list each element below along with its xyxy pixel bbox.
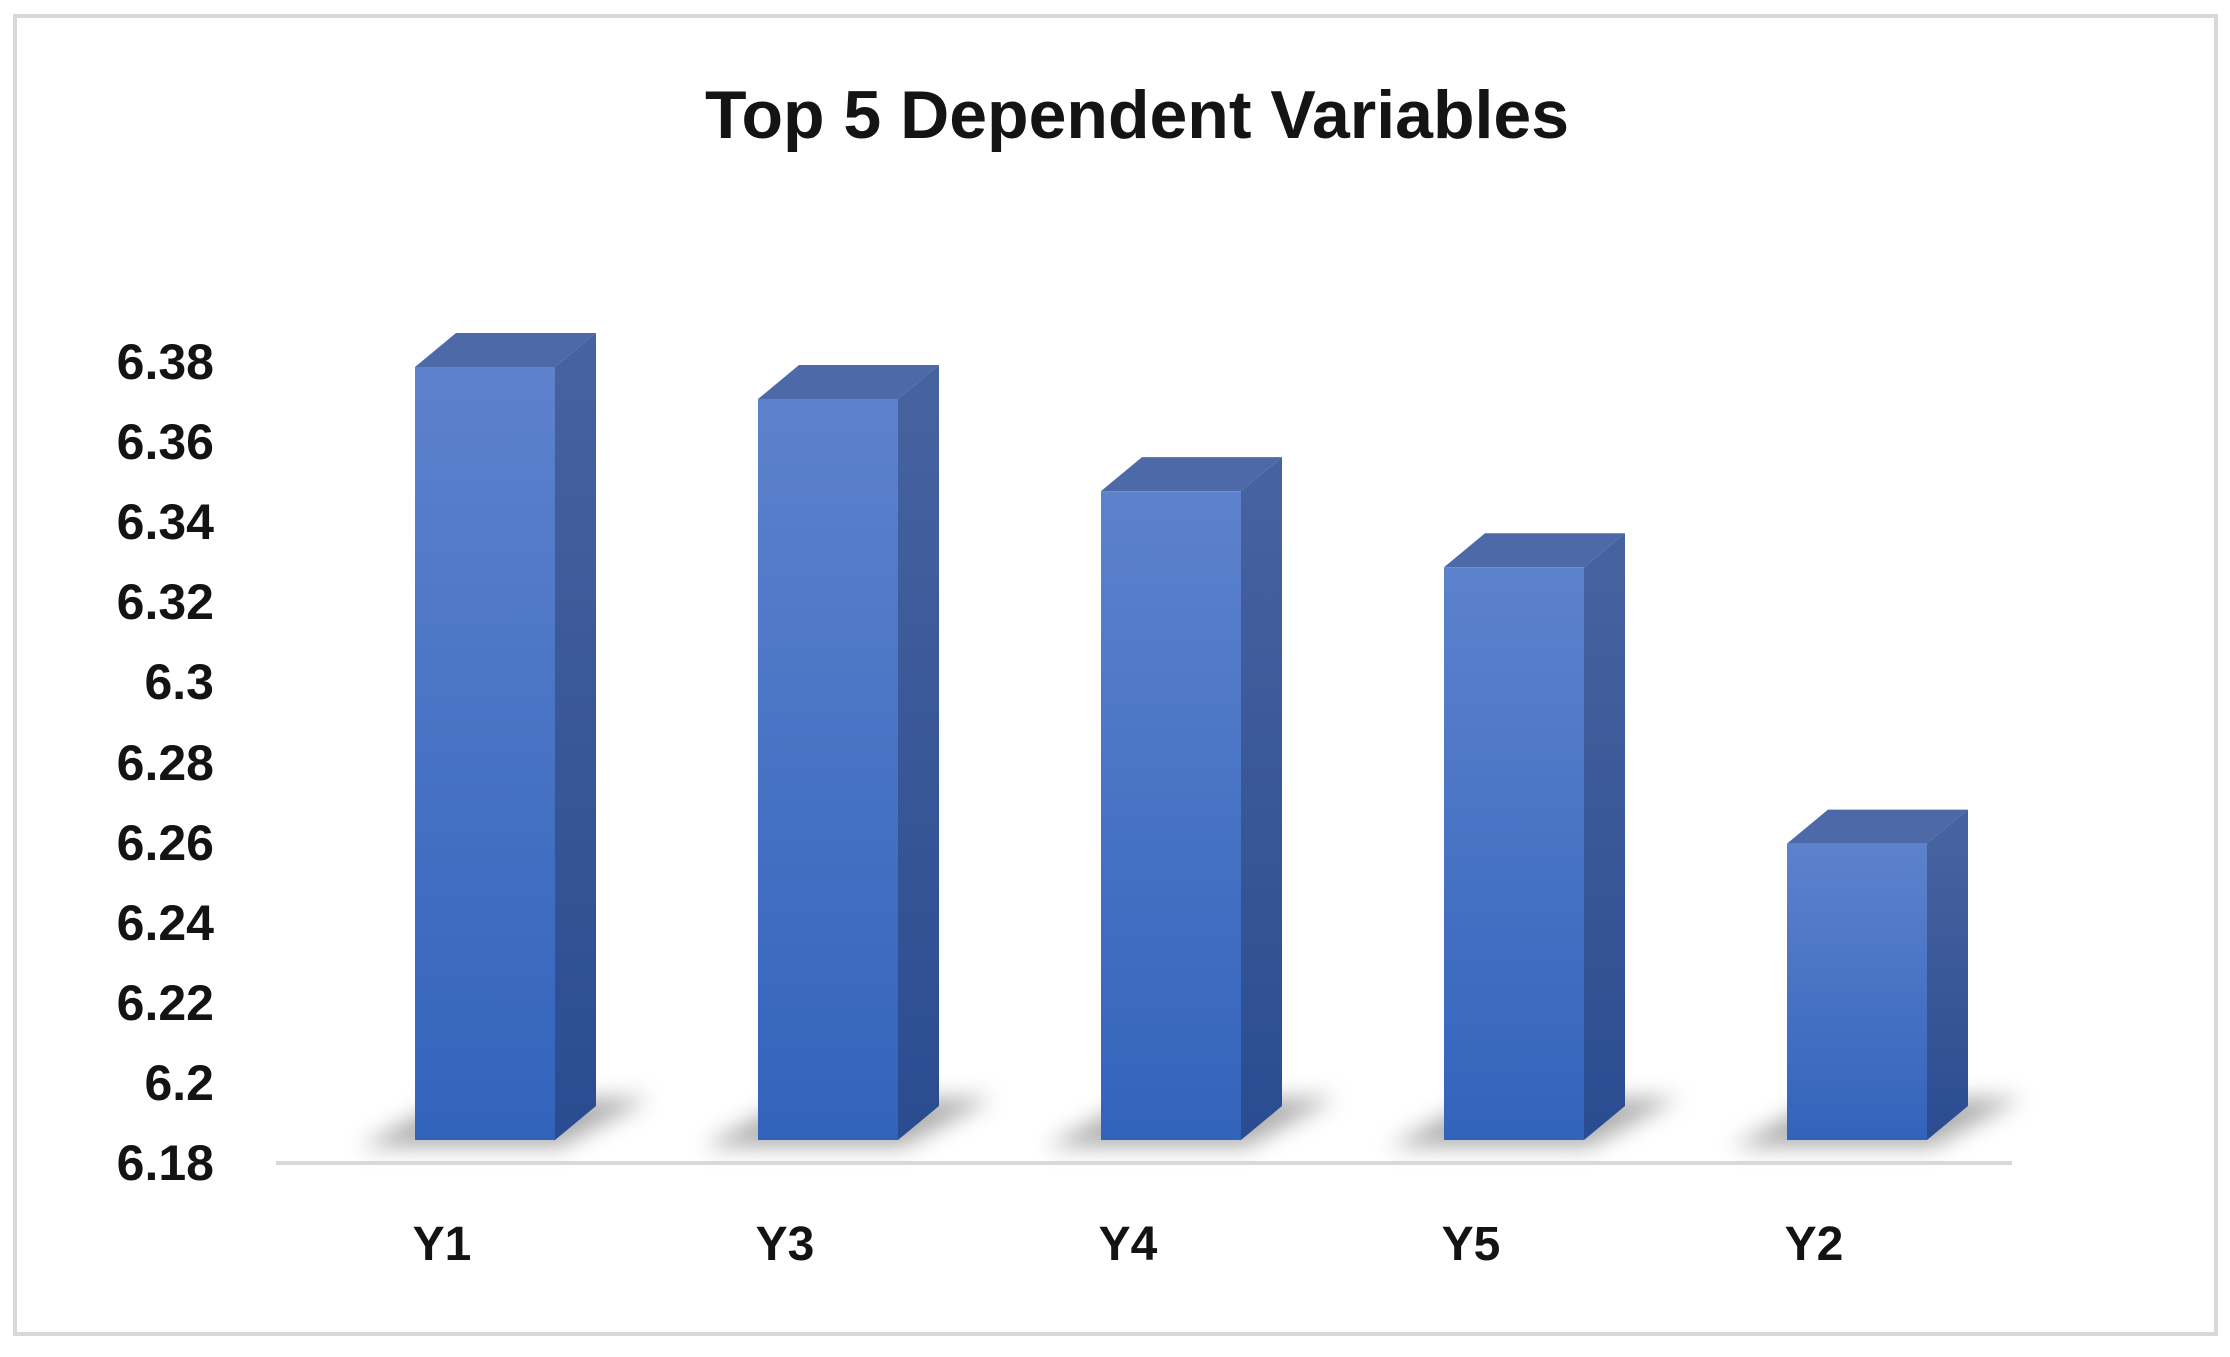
bar (1787, 843, 1927, 1140)
bar-top-face (758, 365, 939, 400)
bar-side-face (898, 365, 939, 1140)
chart-title: Top 5 Dependent Variables (704, 77, 1570, 153)
bar-side-face (1241, 457, 1282, 1140)
x-category-label: Y4 (1098, 1218, 1158, 1271)
y-tick-label: 6.34 (116, 494, 214, 551)
y-tick-label: 6.3 (144, 654, 214, 711)
bar-top-face (1787, 809, 1968, 844)
bar-side-face (1584, 533, 1625, 1140)
x-category-label: Y5 (1441, 1218, 1501, 1271)
y-tick-label: 6.24 (116, 894, 214, 951)
y-tick-label: 6.38 (116, 334, 214, 390)
bar-top-face (1101, 457, 1282, 492)
bar-top-face (1444, 533, 1625, 568)
y-tick-label: 6.2 (144, 1054, 214, 1111)
bar (1444, 567, 1584, 1140)
y-tick-label: 6.18 (116, 1135, 214, 1191)
bar-top-face (415, 333, 596, 368)
y-tick-label: 6.28 (116, 734, 214, 791)
bar (1101, 491, 1241, 1140)
x-category-label: Y1 (412, 1218, 472, 1271)
y-tick-label: 6.26 (116, 814, 214, 871)
x-axis-line (276, 1161, 2012, 1165)
bar-side-face (555, 333, 596, 1140)
x-category-label: Y2 (1784, 1218, 1844, 1271)
bar (415, 367, 555, 1140)
y-tick-label: 6.36 (116, 414, 214, 471)
bar (758, 399, 898, 1140)
y-tick-label: 6.22 (116, 974, 214, 1031)
bar-side-face (1927, 809, 1968, 1140)
x-category-label: Y3 (755, 1218, 815, 1271)
y-tick-label: 6.32 (116, 574, 214, 631)
